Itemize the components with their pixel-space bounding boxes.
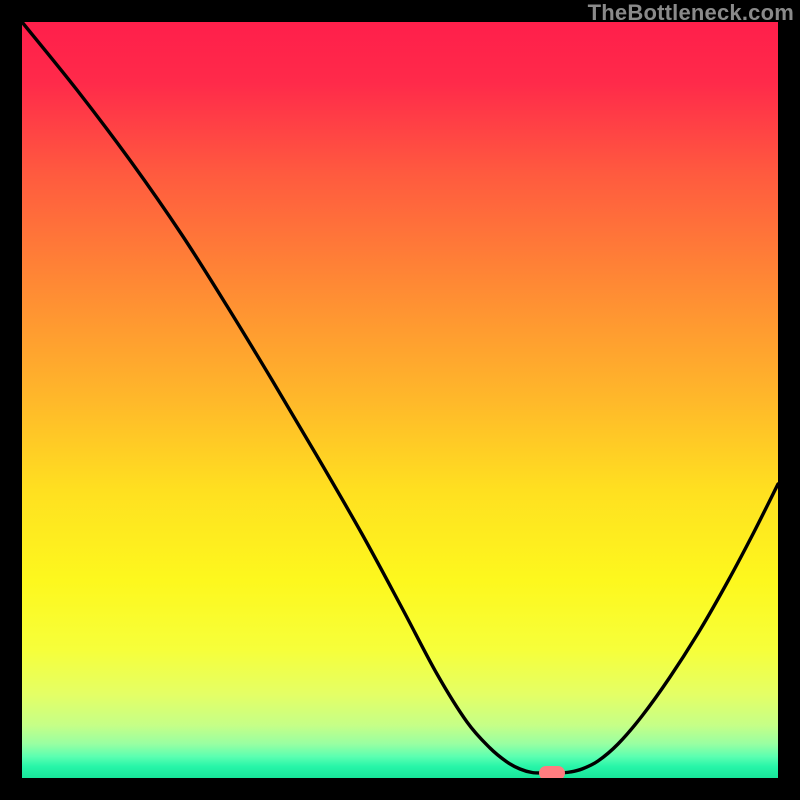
chart-frame: TheBottleneck.com: [0, 0, 800, 800]
plot-area: [22, 22, 778, 778]
curve-path: [22, 22, 778, 773]
watermark-label: TheBottleneck.com: [588, 0, 794, 26]
optimal-marker: [539, 766, 565, 778]
bottleneck-curve: [22, 22, 778, 778]
